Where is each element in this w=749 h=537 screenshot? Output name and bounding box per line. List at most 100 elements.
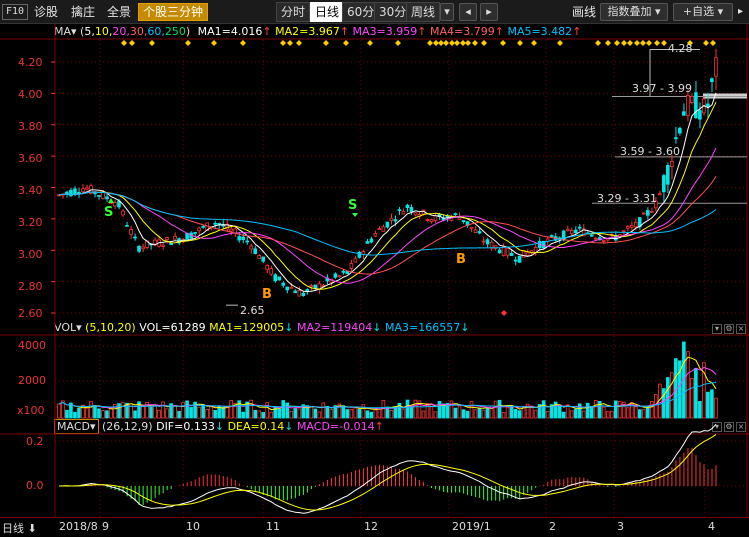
volume-bar (269, 411, 274, 419)
volume-bar (706, 391, 710, 419)
candle-body (337, 275, 342, 278)
macd-up-arrow-icon: ↑ (374, 420, 384, 433)
macd-histogram (58, 423, 717, 514)
ma-param-30: 30, (129, 25, 148, 38)
volume-bar (137, 401, 141, 419)
vol-panel-menu-icon[interactable]: ▾ (712, 324, 722, 334)
x-tick-2018-8: 2018/8 (59, 520, 98, 533)
volume-bar (577, 403, 582, 419)
volume-bar (421, 410, 426, 419)
candle-body (405, 204, 410, 209)
volume-bar (213, 409, 217, 419)
volume-bar (345, 409, 350, 419)
candle-body (193, 232, 197, 234)
signal-diamond (595, 40, 601, 46)
candle-body (601, 240, 606, 242)
candle-body (101, 191, 105, 199)
period-dropdown-icon[interactable]: ▾ (440, 3, 454, 21)
candle-body (245, 240, 249, 243)
volume-bar (293, 408, 298, 419)
candle-body (113, 202, 117, 207)
x-tick-9: 9 (102, 520, 109, 533)
volume-bar (69, 402, 73, 419)
volume-bar (177, 410, 181, 419)
candle-body (385, 221, 390, 228)
capture-tab[interactable]: 擒庄 (71, 5, 96, 19)
volume-bar (65, 409, 69, 419)
f10-button[interactable]: F10 (2, 4, 29, 20)
candle-body (513, 259, 518, 262)
candle-body (674, 137, 678, 140)
period-weekly[interactable]: 周线 (406, 2, 441, 22)
candle-body (169, 243, 173, 246)
volume-bar (369, 411, 374, 419)
candle-body (625, 226, 630, 229)
volume-bar (509, 405, 514, 419)
diagnose-tab[interactable]: 诊股 (34, 5, 59, 19)
candle-body (77, 192, 81, 195)
signal-diamond (627, 40, 633, 46)
vol-label-2000: 2000 (18, 374, 46, 387)
macd-panel-close-icon[interactable]: × (736, 422, 746, 432)
volume-bar (121, 402, 125, 419)
macd-panel-menu-icon[interactable]: ▾ (712, 422, 722, 432)
more-icon[interactable]: ▸ (738, 6, 744, 17)
price-candles (57, 48, 718, 297)
candle-body (277, 276, 282, 281)
vol-legend: VOL▾ (5,10,20) VOL=61289 MA1=129005↓ MA2… (54, 320, 469, 336)
volume-bar (57, 403, 61, 419)
ma3-up-arrow-icon: ↑ (417, 25, 427, 38)
vol-panel-settings-icon[interactable]: ⚙ (724, 324, 734, 334)
ma-label[interactable]: MA (54, 25, 72, 38)
prev-icon[interactable]: ◂ (459, 3, 477, 21)
volume-bar (169, 403, 173, 419)
candle-body (73, 188, 77, 195)
candle-body (81, 188, 85, 193)
ma3-value: MA3=3.959 (352, 25, 418, 38)
period-timeshare[interactable]: 分时 (276, 2, 311, 22)
vol-dropdown-icon[interactable]: ▾ (76, 321, 82, 334)
vol-panel-close-icon[interactable]: × (736, 324, 746, 334)
volume-bar (249, 399, 253, 419)
macd-selector[interactable]: MACD▾ (54, 419, 99, 434)
candle-body (185, 232, 189, 240)
period-label[interactable]: 日线 ⬇ (2, 520, 37, 536)
signal-diamond (654, 40, 660, 46)
draw-line-button[interactable]: 画线 (572, 5, 597, 19)
candle-body (217, 222, 221, 225)
volume-bar (425, 403, 430, 419)
candle-body (654, 200, 658, 209)
candle-body (65, 191, 69, 195)
macd-panel-settings-icon[interactable]: ⚙ (724, 422, 734, 432)
volume-bar (325, 405, 330, 419)
candle-body (345, 271, 350, 275)
candle-body (517, 255, 522, 263)
x-tick-11: 11 (266, 520, 280, 533)
level3-annotation: 3.29 - 3.31 (597, 192, 657, 205)
volume-bar (241, 411, 245, 419)
ma1-value: MA1=4.016 (197, 25, 263, 38)
signal-diamond (280, 40, 286, 46)
macd-legend: MACD▾ (26,12,9) DIF=0.133↓ DEA=0.14↓ MAC… (54, 419, 384, 435)
volume-bar (461, 409, 466, 419)
next-icon[interactable]: ▸ (480, 3, 498, 21)
volume-bar (593, 400, 598, 419)
signal-diamond (661, 40, 667, 46)
vol-label[interactable]: VOL (54, 321, 77, 334)
index-overlay-button[interactable]: 指数叠加 ▾ (600, 3, 668, 21)
candle-body (229, 228, 233, 232)
period-30min[interactable]: 30分 (374, 2, 412, 22)
x-tick-4: 4 (708, 520, 715, 533)
signal-diamond (531, 40, 537, 46)
period-down-arrow-icon: ⬇ (27, 522, 37, 535)
ma-dropdown-icon[interactable]: ▾ (71, 25, 77, 38)
signal-diamond (427, 40, 433, 46)
x-tick-10: 10 (186, 520, 200, 533)
candle-body (373, 232, 378, 237)
candle-body (641, 212, 646, 215)
three-minute-tab[interactable]: 个股三分钟 (138, 3, 209, 21)
volume-bar (690, 378, 694, 419)
panorama-tab[interactable]: 全景 (107, 5, 132, 19)
add-favorite-button[interactable]: +自选 ▾ (673, 3, 733, 21)
